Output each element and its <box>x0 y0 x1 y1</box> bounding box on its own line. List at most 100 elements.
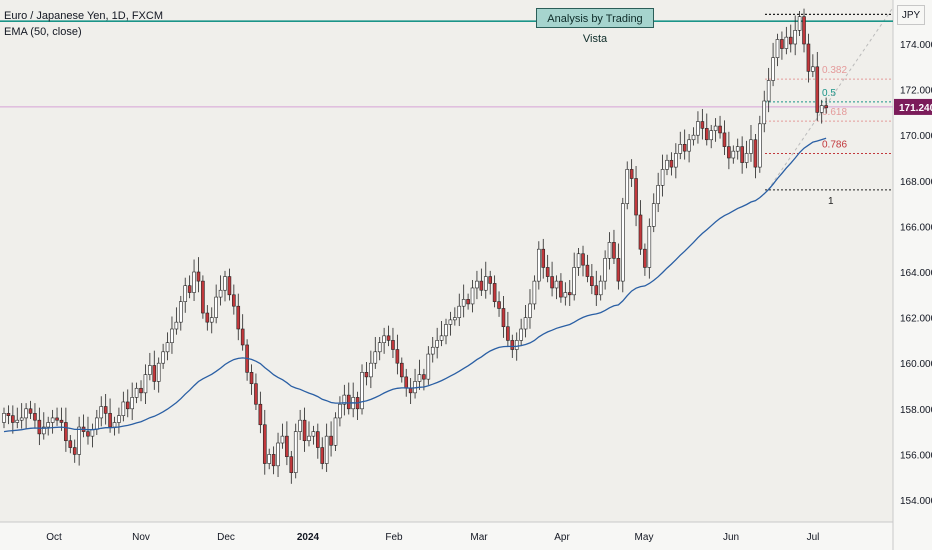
candle-body <box>700 121 705 129</box>
candle-body <box>475 280 479 289</box>
candle-body <box>771 57 775 81</box>
candle-body <box>501 308 506 328</box>
candle-body <box>183 285 188 302</box>
candle-body <box>148 365 152 375</box>
analysis-annotation[interactable]: Analysis by Trading Vista <box>536 8 654 45</box>
candle-body <box>377 342 382 353</box>
time-axis-panel <box>0 522 932 550</box>
candle-body <box>59 419 64 423</box>
candle-body <box>744 153 749 163</box>
candle-body <box>758 123 762 168</box>
candle-body <box>753 139 758 168</box>
candle-body <box>815 66 820 113</box>
candle-body <box>448 319 453 325</box>
candle-body <box>634 178 638 216</box>
candle-body <box>422 374 426 380</box>
candle-body <box>333 417 338 446</box>
candle-body <box>19 417 24 421</box>
candle-body <box>665 159 669 170</box>
candle-body <box>399 362 404 378</box>
fibonacci-levels: 0.382 0.5 0.618 0.786 1 <box>765 7 894 207</box>
candle-body <box>258 403 263 426</box>
candle-body <box>607 242 612 259</box>
last-price-label: 171.240 <box>899 103 932 114</box>
candle-body <box>227 276 232 296</box>
candle-body <box>696 121 700 136</box>
candle-body <box>802 16 806 45</box>
candle-body <box>125 401 130 410</box>
candle-body <box>33 413 37 421</box>
y-tick-label: 166.000 <box>900 222 932 233</box>
candle-body <box>780 39 784 49</box>
candle-body <box>311 431 316 437</box>
candle-body <box>691 134 696 141</box>
candle-body <box>545 267 550 277</box>
y-tick-label: 170.000 <box>900 131 932 142</box>
candle-body <box>453 317 457 321</box>
candle-body <box>156 362 161 382</box>
fib-level-label: 0.618 <box>822 107 847 118</box>
candle-body <box>262 424 267 464</box>
candle-body <box>674 153 678 168</box>
candle-body <box>492 283 497 302</box>
candle-body <box>174 321 179 330</box>
candle-body <box>187 285 192 293</box>
fib-level-label: 0.5 <box>822 88 836 99</box>
candle-body <box>722 132 727 147</box>
candle-body <box>461 299 466 307</box>
candle-body <box>514 340 519 350</box>
candle-body <box>426 353 431 380</box>
candle-body <box>11 415 15 423</box>
candle-body <box>797 16 802 31</box>
candle-body <box>510 340 515 350</box>
candle-body <box>373 351 378 364</box>
candle-body <box>50 417 55 423</box>
candle-body <box>603 258 607 282</box>
candle-body <box>572 267 576 296</box>
y-tick-label: 154.000 <box>900 496 932 507</box>
candle-body <box>68 440 73 448</box>
candle-body <box>280 435 285 444</box>
candle-body <box>72 447 77 455</box>
candle-body <box>320 447 325 464</box>
candle-body <box>28 408 33 414</box>
candle-body <box>682 144 687 152</box>
candle-body <box>594 285 599 296</box>
x-tick-label: 2024 <box>297 532 320 543</box>
y-tick-label: 160.000 <box>900 359 932 370</box>
fib-level-label: 0.382 <box>822 65 847 76</box>
candle-body <box>656 185 660 204</box>
fib-level-label: 0.786 <box>822 139 847 150</box>
candle-body <box>24 408 28 419</box>
candle-body <box>108 413 112 428</box>
candle-body <box>497 301 501 309</box>
candle-body <box>651 203 656 227</box>
candle-body <box>391 340 395 350</box>
candle-body <box>395 349 400 364</box>
chart-legend: Euro / Japanese Yen, 1D, FXCM EMA (50, c… <box>4 8 163 40</box>
candle-body <box>576 253 581 268</box>
candle-body <box>209 317 214 323</box>
candle-body <box>249 372 254 385</box>
candle-body <box>581 253 585 266</box>
candle-body <box>612 242 616 259</box>
candle-body <box>824 105 828 109</box>
horizontal-lines <box>0 20 893 108</box>
candle-body <box>2 413 6 423</box>
x-tick-label: Jun <box>723 532 739 543</box>
candle-body <box>408 387 413 394</box>
candle-body <box>196 271 201 282</box>
time-axis[interactable]: Oct Nov Dec 2024 Feb Mar Apr May Jun Jul <box>46 532 819 543</box>
candle-body <box>616 258 621 282</box>
candle-body <box>254 383 258 405</box>
x-tick-label: Apr <box>554 532 570 543</box>
x-tick-label: Oct <box>46 532 62 543</box>
price-axis[interactable]: 154.000 156.000 158.000 160.000 162.000 164.0… <box>894 40 932 507</box>
currency-label[interactable]: JPY <box>897 5 925 25</box>
candle-body <box>205 312 210 323</box>
candle-body <box>537 248 541 282</box>
candle-body <box>806 43 811 72</box>
candle-body <box>643 248 647 268</box>
x-tick-label: May <box>635 532 654 543</box>
